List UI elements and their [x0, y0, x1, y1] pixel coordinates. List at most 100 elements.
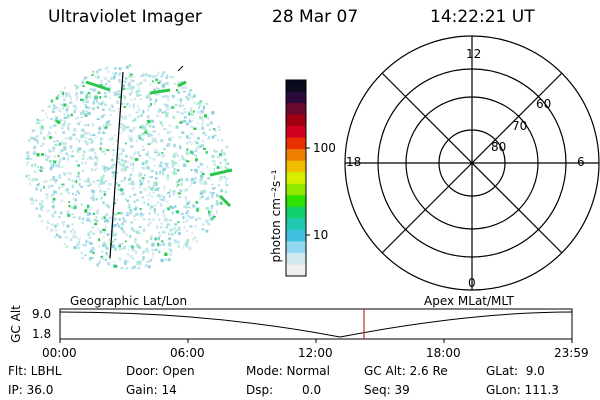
image-pixel: [72, 133, 76, 136]
image-pixel: [71, 223, 74, 226]
image-pixel: [222, 152, 227, 156]
image-pixel: [219, 161, 222, 164]
image-pixel: [41, 109, 44, 112]
image-pixel: [150, 235, 153, 238]
image-pixel: [101, 150, 105, 153]
image-pixel: [136, 199, 140, 202]
image-pixel: [103, 243, 107, 247]
image-pixel: [106, 121, 109, 124]
image-pixel: [102, 108, 105, 111]
image-pixel: [108, 108, 112, 112]
image-pixel: [81, 243, 86, 246]
image-pixel: [69, 101, 73, 104]
image-pixel: [218, 202, 221, 205]
image-pixel: [130, 227, 134, 231]
image-pixel: [176, 111, 180, 113]
image-pixel: [142, 161, 145, 165]
info-glat: GLat: 9.0: [486, 364, 545, 378]
image-pixel: [168, 130, 172, 134]
image-pixel: [89, 88, 93, 91]
image-pixel: [105, 123, 109, 128]
image-pixel: [155, 99, 158, 103]
image-pixel: [212, 187, 216, 190]
image-pixel: [128, 85, 131, 88]
image-pixel: [164, 95, 168, 98]
image-pixel: [56, 223, 59, 226]
image-pixel: [58, 236, 62, 239]
image-pixel: [52, 192, 55, 196]
image-pixel: [74, 117, 78, 120]
image-pixel: [144, 74, 147, 77]
image-pixel: [62, 131, 65, 135]
image-pixel: [157, 132, 160, 136]
image-pixel: [70, 230, 72, 233]
image-pixel: [145, 264, 148, 267]
image-pixel: [88, 138, 92, 141]
image-pixel: [167, 191, 171, 194]
image-pixel: [103, 93, 106, 96]
image-pixel: [194, 168, 198, 172]
image-pixel: [122, 163, 126, 167]
image-pixel: [147, 223, 150, 227]
image-pixel: [149, 221, 152, 225]
image-pixel: [103, 95, 108, 98]
image-pixel: [197, 111, 200, 114]
image-pixel: [112, 163, 116, 167]
image-pixel: [39, 169, 43, 172]
image-pixel: [47, 222, 50, 224]
image-pixel: [122, 94, 126, 97]
image-pixel: [131, 180, 134, 184]
image-pixel: [73, 128, 77, 132]
image-pixel: [100, 255, 104, 258]
image-pixel: [92, 212, 95, 215]
image-pixel: [31, 201, 35, 205]
image-pixel: [100, 115, 105, 118]
image-pixel: [164, 252, 168, 256]
image-pixel: [87, 185, 90, 187]
image-pixel: [105, 246, 109, 249]
image-pixel: [125, 142, 127, 145]
image-pixel: [186, 160, 190, 163]
image-pixel: [149, 156, 152, 160]
image-pixel: [46, 210, 50, 212]
image-pixel: [101, 250, 104, 253]
image-pixel: [120, 168, 123, 172]
image-pixel: [170, 76, 175, 78]
image-pixel: [102, 228, 106, 231]
image-pixel: [127, 135, 130, 138]
image-pixel: [66, 105, 70, 108]
image-pixel: [164, 162, 167, 165]
image-pixel: [172, 171, 176, 175]
image-pixel: [128, 234, 132, 238]
image-pixel: [153, 149, 157, 153]
image-pixel: [175, 230, 178, 232]
image-pixel: [216, 195, 218, 198]
image-pixel: [31, 136, 35, 140]
image-pixel: [102, 190, 107, 193]
image-pixel: [195, 170, 198, 174]
image-pixel: [28, 157, 33, 160]
image-pixel: [159, 197, 162, 201]
image-pixel: [92, 198, 95, 202]
image-pixel: [215, 200, 218, 203]
image-pixel: [220, 138, 224, 142]
image-pixel: [195, 160, 198, 163]
image-pixel: [133, 105, 135, 108]
image-pixel: [154, 102, 156, 105]
image-pixel: [120, 132, 123, 134]
image-pixel: [66, 224, 70, 228]
image-pixel: [200, 190, 203, 193]
image-pixel: [206, 165, 209, 169]
colorbar-label-10: 10: [313, 228, 329, 242]
image-pixel: [65, 94, 68, 98]
image-pixel: [193, 116, 196, 119]
image-pixel: [107, 205, 111, 209]
image-pixel: [166, 174, 170, 178]
image-pixel: [113, 202, 116, 205]
image-pixel: [103, 192, 106, 196]
image-pixel: [180, 81, 184, 84]
image-pixel: [92, 123, 95, 127]
image-pixel: [73, 205, 77, 210]
image-pixel: [223, 158, 227, 162]
